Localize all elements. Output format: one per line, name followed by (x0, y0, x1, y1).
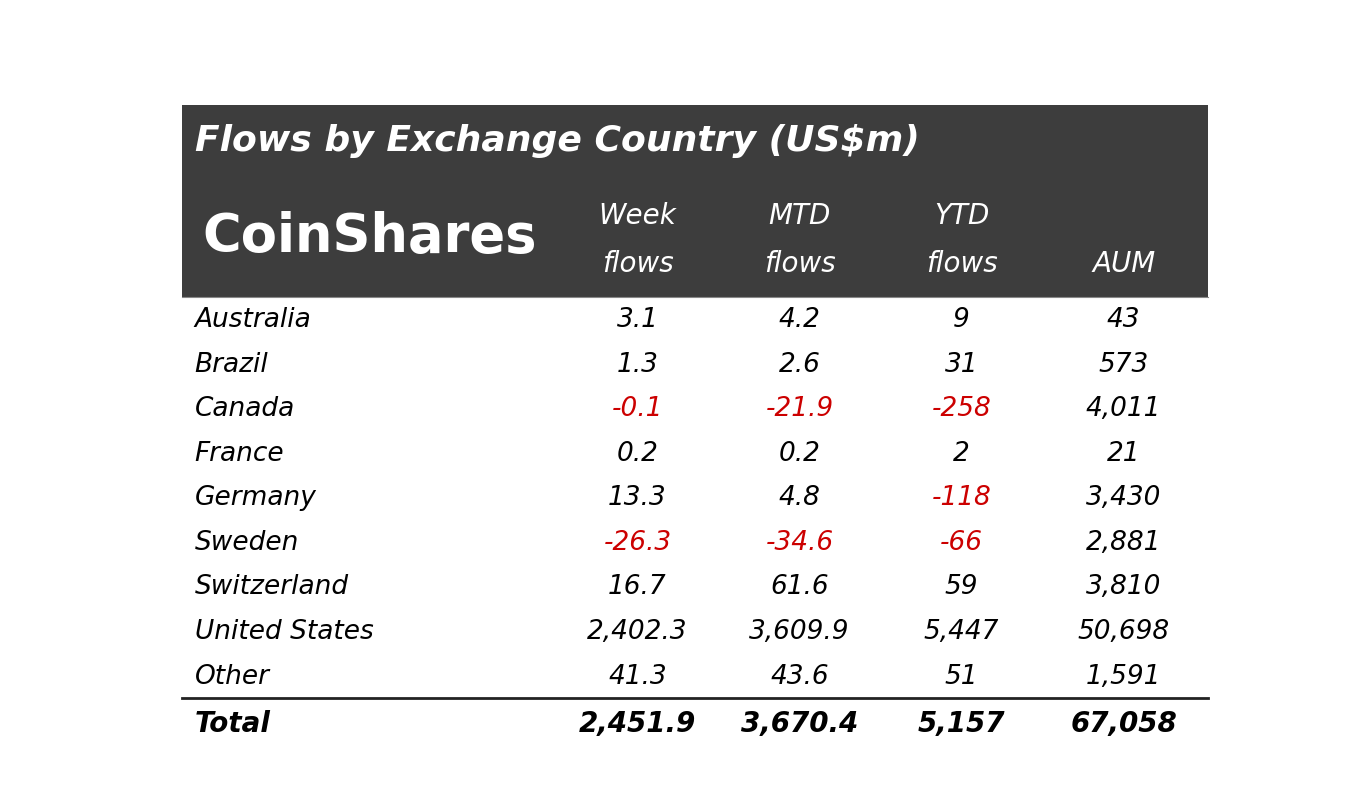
Text: 31: 31 (945, 351, 979, 377)
Text: 9: 9 (953, 307, 970, 332)
Bar (182, 654, 1208, 698)
Text: CoinShares: CoinShares (202, 211, 537, 263)
Text: 5,447: 5,447 (923, 618, 999, 644)
Text: 2.6: 2.6 (778, 351, 820, 377)
Text: flows: flows (763, 250, 835, 278)
Text: 4.8: 4.8 (778, 485, 820, 511)
Bar (182, 386, 1208, 431)
Text: 0.2: 0.2 (778, 440, 820, 466)
Text: -34.6: -34.6 (766, 529, 834, 555)
Bar (182, 565, 1208, 609)
Bar (182, 698, 1208, 748)
Text: 3.1: 3.1 (617, 307, 659, 332)
Text: Week: Week (598, 202, 677, 230)
Text: flows: flows (602, 250, 674, 278)
Text: 43: 43 (1106, 307, 1140, 332)
Text: 2: 2 (953, 440, 970, 466)
Text: -66: -66 (940, 529, 983, 555)
Text: 67,058: 67,058 (1070, 709, 1177, 737)
Text: 2,451.9: 2,451.9 (579, 709, 696, 737)
Text: 50,698: 50,698 (1078, 618, 1170, 644)
Text: 1.3: 1.3 (617, 351, 659, 377)
Bar (182, 520, 1208, 565)
Text: 3,810: 3,810 (1086, 573, 1161, 600)
Text: YTD: YTD (934, 202, 990, 230)
Text: AUM: AUM (1092, 250, 1155, 278)
Text: -26.3: -26.3 (603, 529, 671, 555)
Bar (182, 106, 1208, 297)
Text: -0.1: -0.1 (612, 396, 663, 422)
Text: 51: 51 (945, 662, 979, 689)
Text: Canada: Canada (195, 396, 296, 422)
Text: Other: Other (195, 662, 270, 689)
Text: 21: 21 (1106, 440, 1140, 466)
Text: France: France (195, 440, 285, 466)
Text: Germany: Germany (195, 485, 316, 511)
Text: 5,157: 5,157 (918, 709, 1005, 737)
Text: 2,881: 2,881 (1086, 529, 1161, 555)
Text: -258: -258 (932, 396, 991, 422)
Text: 61.6: 61.6 (770, 573, 829, 600)
Text: -118: -118 (932, 485, 991, 511)
Bar (182, 342, 1208, 386)
Text: 1,591: 1,591 (1086, 662, 1161, 689)
Text: Switzerland: Switzerland (195, 573, 348, 600)
Text: 16.7: 16.7 (609, 573, 667, 600)
Text: Sweden: Sweden (195, 529, 300, 555)
Text: 43.6: 43.6 (770, 662, 829, 689)
Bar (182, 609, 1208, 654)
Text: United States: United States (195, 618, 373, 644)
Text: 4.2: 4.2 (778, 307, 820, 332)
Bar (182, 475, 1208, 520)
Text: Total: Total (195, 709, 271, 737)
Text: 13.3: 13.3 (609, 485, 667, 511)
Text: 3,430: 3,430 (1086, 485, 1161, 511)
Bar (182, 431, 1208, 475)
Text: 3,670.4: 3,670.4 (740, 709, 858, 737)
Text: -21.9: -21.9 (766, 396, 834, 422)
Text: Australia: Australia (195, 307, 312, 332)
Text: Brazil: Brazil (195, 351, 268, 377)
Text: 2,402.3: 2,402.3 (587, 618, 687, 644)
Text: 0.2: 0.2 (617, 440, 659, 466)
Text: flows: flows (926, 250, 998, 278)
Text: 41.3: 41.3 (609, 662, 667, 689)
Text: 4,011: 4,011 (1086, 396, 1161, 422)
Text: 3,609.9: 3,609.9 (750, 618, 850, 644)
Text: MTD: MTD (769, 202, 831, 230)
Text: 573: 573 (1098, 351, 1149, 377)
Text: Flows by Exchange Country (US$m): Flows by Exchange Country (US$m) (195, 124, 919, 158)
Bar (182, 297, 1208, 342)
Text: 59: 59 (945, 573, 979, 600)
